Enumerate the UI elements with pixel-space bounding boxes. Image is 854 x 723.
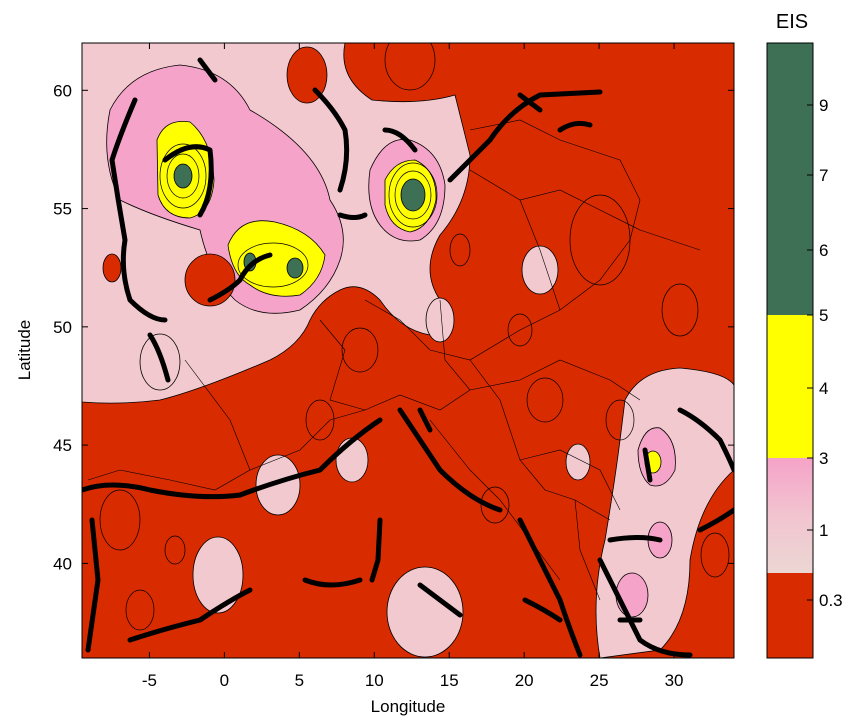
y-tick-label: 40 (53, 554, 72, 573)
zone-green-peak (173, 163, 193, 189)
colorbar-tick-label: 4 (819, 379, 828, 398)
colorbar-tick-label: 1 (819, 521, 828, 540)
x-tick-label: 0 (220, 671, 229, 690)
zone-island-pink (255, 454, 301, 516)
colorbar-tick-label: 6 (819, 241, 828, 260)
colorbar: EIS 9 7 6 5 4 3 1 0.3 (766, 11, 843, 659)
zone-green-peak (400, 178, 426, 212)
colorbar-tick-label: 5 (819, 306, 828, 325)
y-tick-label: 60 (53, 81, 72, 100)
colorbar-segment-pink (767, 458, 813, 573)
contour-zones (82, 43, 734, 658)
zone-island-pink (615, 572, 649, 618)
colorbar-tick-label: 3 (819, 449, 828, 468)
colorbar-tick-label: 9 (819, 96, 828, 115)
x-axis-label: Longitude (371, 697, 446, 716)
zone-island-pink (521, 245, 559, 295)
x-tick-label: 25 (590, 671, 609, 690)
x-tick-label: 20 (515, 671, 534, 690)
x-tick-label: -5 (142, 671, 157, 690)
x-tick-label: 15 (440, 671, 459, 690)
colorbar-title: EIS (776, 11, 808, 33)
colorbar-segment-green (767, 43, 813, 315)
y-axis-label: Latitude (15, 320, 34, 381)
colorbar-frame (766, 42, 814, 659)
colorbar-segment-red (767, 573, 813, 658)
x-tick-label: 30 (665, 671, 684, 690)
plot-frame (81, 42, 735, 659)
zone-island-pink (425, 297, 455, 343)
y-tick-label: 45 (53, 436, 72, 455)
map-plot-area (81, 42, 735, 659)
zone-yellow-hotspot (227, 220, 326, 297)
x-tick-label: 5 (295, 671, 304, 690)
coastlines (82, 57, 734, 658)
zone-island-pink (565, 443, 591, 481)
y-axis-ticks: 40 45 50 55 60 (53, 81, 734, 573)
colorbar-segment-yellow (767, 315, 813, 458)
zone-island-red (102, 253, 122, 283)
y-tick-label: 55 (53, 200, 72, 219)
zone-island-pink (192, 536, 244, 614)
colorbar-ticks: 9 7 6 5 4 3 1 0.3 (807, 96, 843, 610)
colorbar-tick-label: 0.3 (819, 591, 843, 610)
y-tick-label: 50 (53, 318, 72, 337)
x-axis-ticks: -5 0 5 10 15 20 25 30 (142, 43, 684, 690)
colorbar-tick-label: 7 (819, 166, 828, 185)
zone-island-pink (386, 566, 464, 658)
zone-green-peak (286, 257, 304, 279)
country-borders (87, 119, 701, 601)
zone-island-pink (335, 437, 369, 483)
x-tick-label: 10 (365, 671, 384, 690)
